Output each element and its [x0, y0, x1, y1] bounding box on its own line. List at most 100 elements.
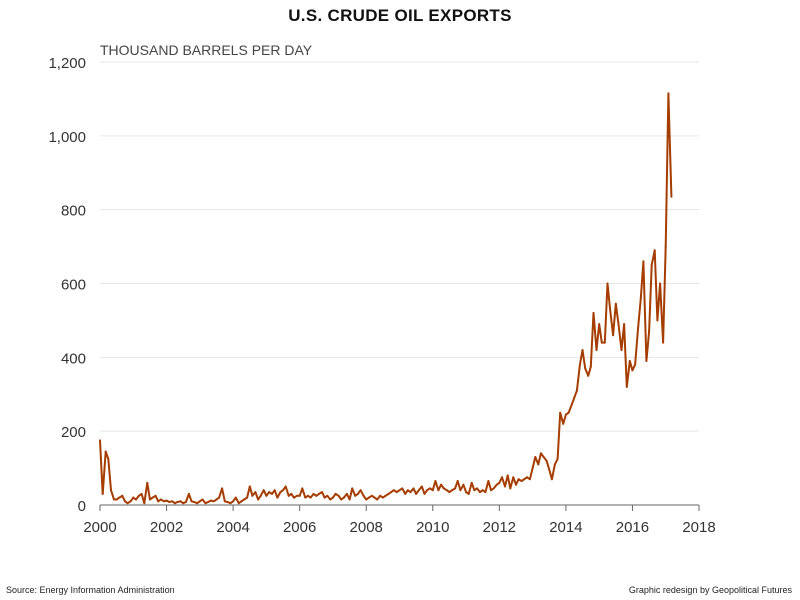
data-point — [198, 500, 201, 503]
data-point — [134, 498, 137, 501]
data-point — [251, 494, 254, 497]
data-point — [664, 245, 667, 248]
data-point — [406, 489, 409, 492]
data-point — [625, 385, 628, 388]
data-point — [348, 498, 351, 501]
data-point — [190, 500, 193, 503]
data-point — [165, 499, 168, 502]
data-point — [639, 297, 642, 300]
data-point — [550, 478, 553, 481]
data-point — [365, 498, 368, 501]
data-point — [356, 492, 359, 495]
data-point — [609, 308, 612, 311]
data-point — [151, 496, 154, 499]
data-point — [340, 498, 343, 501]
data-point — [370, 494, 373, 497]
data-point — [481, 489, 484, 492]
data-point — [548, 468, 551, 471]
data-point — [415, 492, 418, 495]
data-point — [598, 323, 601, 326]
data-point — [437, 489, 440, 492]
data-point — [279, 491, 282, 494]
data-point — [215, 498, 218, 501]
y-tick-label: 1,200 — [48, 55, 86, 72]
data-point — [470, 481, 473, 484]
data-point — [309, 496, 312, 499]
data-point — [290, 492, 293, 495]
data-point — [562, 422, 565, 425]
data-point — [504, 485, 506, 488]
data-point — [517, 478, 520, 481]
data-point — [329, 498, 332, 501]
data-point — [498, 481, 501, 484]
data-point — [126, 502, 129, 505]
data-point — [315, 494, 318, 497]
data-point — [226, 501, 229, 503]
data-point — [420, 485, 423, 488]
data-point — [612, 334, 615, 337]
x-tick-label: 2000 — [83, 519, 116, 536]
data-point — [373, 496, 376, 499]
data-point — [376, 498, 379, 501]
y-tick-label: 1,000 — [48, 129, 86, 146]
x-tick-label: 2014 — [549, 519, 582, 536]
data-point — [631, 369, 634, 372]
data-point — [146, 481, 149, 484]
data-point — [318, 492, 320, 495]
data-point — [553, 463, 556, 466]
data-point — [659, 282, 662, 285]
data-point — [104, 450, 107, 453]
data-point — [523, 478, 526, 481]
chart-title: U.S. CRUDE OIL EXPORTS — [288, 6, 512, 25]
x-tick-label: 2004 — [216, 519, 249, 536]
series-line — [99, 92, 673, 505]
data-point — [193, 501, 196, 503]
y-tick-label: 0 — [78, 498, 86, 515]
y-tick-label: 200 — [61, 424, 86, 441]
data-point — [490, 489, 492, 492]
data-point — [476, 487, 478, 490]
data-point — [209, 499, 212, 502]
data-point — [620, 349, 623, 351]
data-point — [573, 396, 576, 399]
data-point — [509, 487, 512, 490]
data-point — [301, 487, 304, 490]
data-point — [118, 496, 121, 499]
data-point — [304, 496, 307, 499]
data-point — [354, 494, 357, 497]
data-point — [531, 467, 534, 470]
data-point — [512, 476, 515, 479]
data-point — [564, 413, 567, 416]
data-point — [115, 498, 118, 501]
data-point — [426, 489, 429, 492]
series-group — [99, 92, 673, 505]
data-point — [257, 498, 260, 501]
data-point — [401, 487, 404, 490]
data-point — [670, 195, 673, 198]
data-point — [515, 483, 517, 486]
data-point — [234, 496, 237, 499]
data-point — [392, 489, 395, 492]
data-point — [229, 502, 232, 505]
data-point — [581, 349, 584, 351]
data-point — [526, 476, 528, 479]
data-point — [121, 494, 124, 497]
data-point — [237, 502, 240, 505]
data-point — [132, 496, 135, 499]
data-point — [334, 492, 337, 495]
data-point — [384, 494, 387, 497]
data-point — [454, 487, 457, 490]
data-point — [223, 500, 226, 503]
data-point — [404, 492, 407, 495]
data-point — [614, 302, 617, 305]
data-point — [606, 282, 609, 285]
data-point — [362, 494, 365, 497]
credit-note: Graphic redesign by Geopolitical Futures — [628, 585, 792, 595]
x-tick-label: 2010 — [416, 519, 449, 536]
data-point — [218, 496, 221, 499]
data-point — [171, 500, 174, 503]
data-point — [381, 496, 384, 499]
data-point — [650, 264, 653, 266]
source-note: Source: Energy Information Administratio… — [6, 585, 175, 595]
